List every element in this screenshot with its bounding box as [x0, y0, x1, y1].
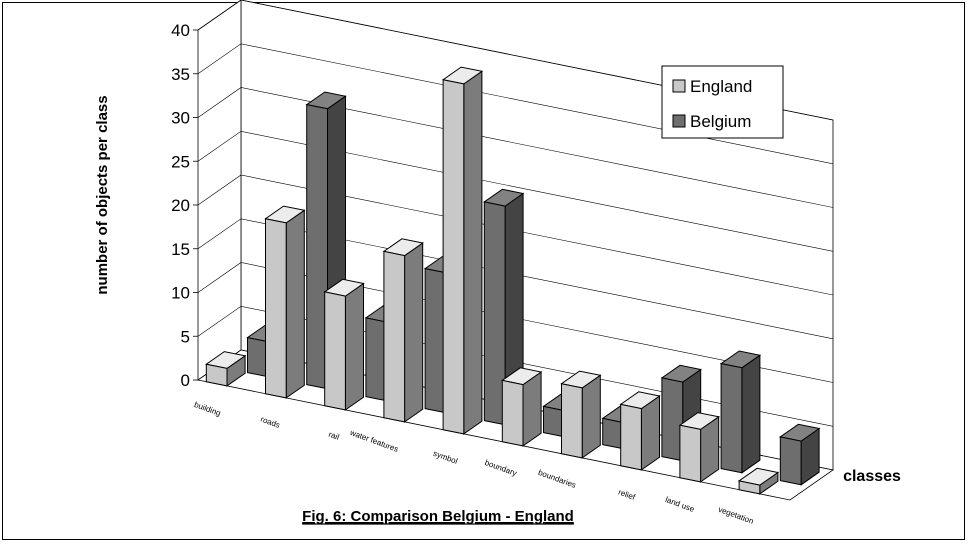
gridline	[197, 305, 834, 427]
bar-belgium	[306, 103, 328, 390]
x-category-label: relief	[617, 487, 637, 502]
bar-england	[620, 403, 642, 471]
x-axis-title: classes	[843, 468, 901, 485]
gridline	[197, 130, 834, 252]
y-tick-label: 30	[171, 109, 190, 128]
y-tick-label: 20	[171, 196, 190, 215]
x-category-label: water features	[348, 428, 400, 454]
legend-label: England	[690, 77, 752, 96]
chart-title: Fig. 6: Comparison Belgium - England	[302, 508, 574, 525]
bar-belgium	[661, 377, 684, 462]
bar-england-side	[285, 209, 305, 399]
bar-england	[265, 218, 287, 399]
bar-england	[205, 363, 228, 387]
gridline	[197, 174, 834, 296]
y-tick-label: 25	[171, 152, 190, 171]
bar-england-side	[404, 242, 424, 423]
y-tick-label: 35	[171, 65, 190, 84]
y-tick-label: 40	[171, 21, 190, 40]
bar-england	[383, 250, 406, 423]
bar-england	[501, 379, 524, 447]
x-category-label: boundary	[484, 458, 518, 478]
legend-swatch	[672, 79, 686, 93]
bar-belgium	[720, 362, 743, 474]
y-tick-label: 10	[171, 284, 190, 303]
bar-belgium	[483, 201, 506, 426]
bar-belgium-side	[741, 354, 761, 474]
bar-england	[738, 480, 761, 495]
bar-england	[679, 424, 702, 483]
x-category-label: land use	[664, 495, 696, 514]
bar-belgium	[779, 436, 802, 486]
bar-england	[561, 383, 583, 459]
legend-swatch	[672, 114, 686, 128]
gridline	[197, 218, 834, 340]
y-tick-label: 5	[181, 327, 190, 346]
x-category-label: vegetation	[717, 505, 755, 526]
y-axis-title: number of objects per class	[94, 95, 111, 294]
y-tick-label: 0	[181, 371, 190, 390]
x-category-label: rail	[327, 430, 340, 442]
y-tick-label: 15	[171, 240, 190, 259]
bar-england	[324, 291, 346, 411]
bar-england-side	[581, 374, 601, 459]
gridline	[197, 43, 834, 165]
x-category-label: roads	[259, 415, 281, 430]
bar-england	[442, 79, 465, 435]
x-category-label: boundaries	[537, 468, 577, 490]
x-category-label: building	[193, 400, 222, 418]
gridline	[197, 262, 834, 383]
legend-label: Belgium	[690, 112, 751, 131]
bar-england-side	[344, 282, 364, 411]
bar-england-side	[463, 70, 483, 435]
gridline	[197, 0, 834, 121]
gridline	[197, 87, 834, 208]
x-category-label: symbol	[432, 449, 459, 466]
